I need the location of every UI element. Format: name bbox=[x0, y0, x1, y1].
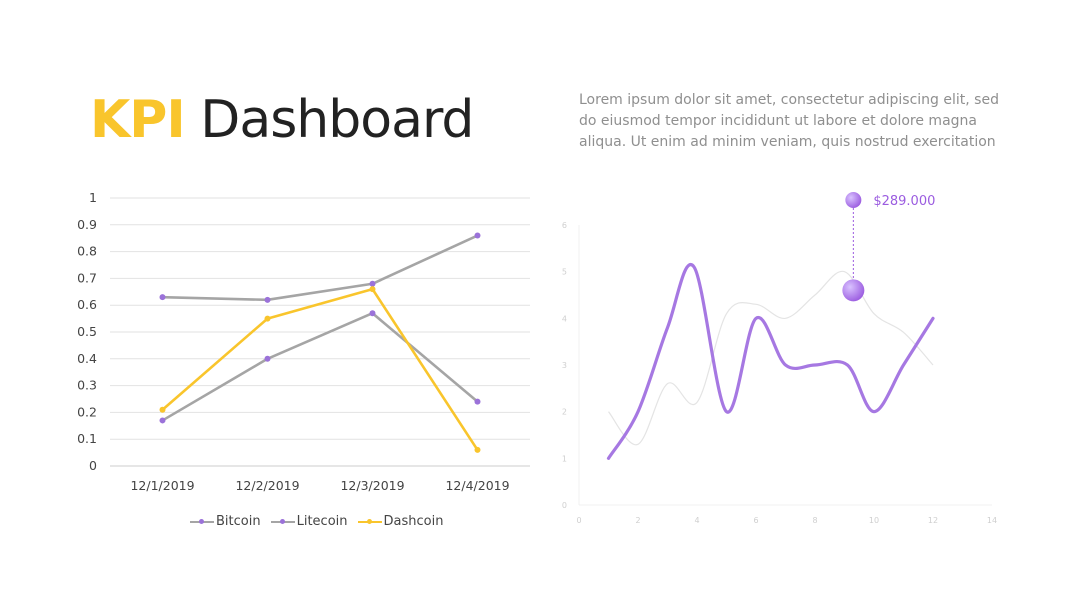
title-rest: Dashboard bbox=[200, 90, 474, 150]
series-line bbox=[161, 287, 479, 451]
grey-series-line bbox=[608, 270, 934, 446]
data-point bbox=[474, 398, 481, 405]
series-bitcoin bbox=[159, 232, 481, 303]
y-tick-label: 0.4 bbox=[77, 351, 97, 366]
data-point bbox=[159, 406, 166, 413]
legend-label: Litecoin bbox=[296, 514, 348, 529]
page-title: KPI Dashboard bbox=[90, 88, 474, 152]
data-point bbox=[369, 310, 376, 317]
y-tick-label: 6 bbox=[562, 221, 567, 230]
y-tick-label: 0.9 bbox=[77, 217, 97, 232]
x-tick-label: 6 bbox=[753, 516, 758, 525]
series-litecoin bbox=[159, 310, 481, 424]
series-line bbox=[162, 234, 479, 302]
annotation-small-dot bbox=[845, 192, 862, 208]
x-tick-label: 12 bbox=[928, 516, 938, 525]
y-tick-label: 2 bbox=[562, 408, 567, 417]
purple-series-line bbox=[606, 263, 935, 460]
y-tick-label: 0 bbox=[562, 501, 567, 510]
x-tick-label: 2 bbox=[635, 516, 640, 525]
data-point bbox=[159, 417, 166, 424]
annotation-value: $289.000 bbox=[873, 194, 935, 209]
y-tick-label: 4 bbox=[562, 314, 567, 323]
y-tick-label: 0.5 bbox=[77, 324, 97, 339]
description-text: Lorem ipsum dolor sit amet, consectetur … bbox=[579, 92, 999, 150]
y-tick-label: 5 bbox=[562, 268, 567, 277]
y-tick-label: 1 bbox=[89, 190, 97, 205]
data-point bbox=[369, 280, 376, 287]
series-dashcoin bbox=[159, 286, 481, 453]
legend-label: Bitcoin bbox=[216, 514, 261, 529]
series-line bbox=[161, 311, 479, 422]
y-tick-label: 0.8 bbox=[77, 244, 97, 259]
x-tick-label: 12/1/2019 bbox=[130, 478, 194, 493]
data-point bbox=[474, 232, 481, 239]
data-point bbox=[474, 446, 481, 453]
legend-item-bitcoin: Bitcoin bbox=[190, 514, 261, 529]
legend-item-dashcoin: Dashcoin bbox=[357, 514, 444, 529]
legend-swatch bbox=[190, 518, 214, 524]
x-tick-label: 4 bbox=[694, 516, 699, 525]
chart-legend: Bitcoin Litecoin Dashcoin bbox=[190, 514, 443, 529]
y-tick-label: 0.7 bbox=[77, 270, 97, 285]
legend-swatch bbox=[357, 518, 382, 524]
y-tick-label: 0.2 bbox=[77, 404, 97, 419]
x-tick-label: 12/4/2019 bbox=[445, 478, 509, 493]
x-tick-label: 8 bbox=[812, 516, 817, 525]
y-tick-label: 0.3 bbox=[77, 378, 97, 393]
data-point bbox=[264, 355, 271, 362]
title-accent: KPI bbox=[90, 90, 186, 150]
y-tick-label: 3 bbox=[562, 361, 567, 370]
legend-item-litecoin: Litecoin bbox=[270, 514, 348, 529]
crypto-line-chart: 0 0.1 0.2 0.3 0.4 0.5 0.6 0.7 0.8 0.9 1 12/1/2019 12… bbox=[77, 190, 530, 493]
data-point bbox=[369, 286, 376, 293]
x-tick-label: 10 bbox=[869, 516, 879, 525]
x-tick-label: 0 bbox=[576, 516, 581, 525]
data-point bbox=[264, 315, 271, 322]
annotation-large-dot bbox=[842, 279, 865, 302]
data-point bbox=[159, 294, 166, 301]
legend-swatch bbox=[270, 518, 295, 524]
legend-label: Dashcoin bbox=[383, 514, 444, 529]
y-tick-label: 1 bbox=[562, 454, 567, 463]
y-tick-label: 0.1 bbox=[77, 431, 97, 446]
x-tick-label: 14 bbox=[987, 516, 997, 525]
data-point bbox=[264, 296, 271, 303]
y-tick-label: 0.6 bbox=[77, 297, 97, 312]
x-tick-label: 12/2/2019 bbox=[235, 478, 299, 493]
x-tick-label: 12/3/2019 bbox=[340, 478, 404, 493]
y-tick-label: 0 bbox=[89, 458, 97, 473]
